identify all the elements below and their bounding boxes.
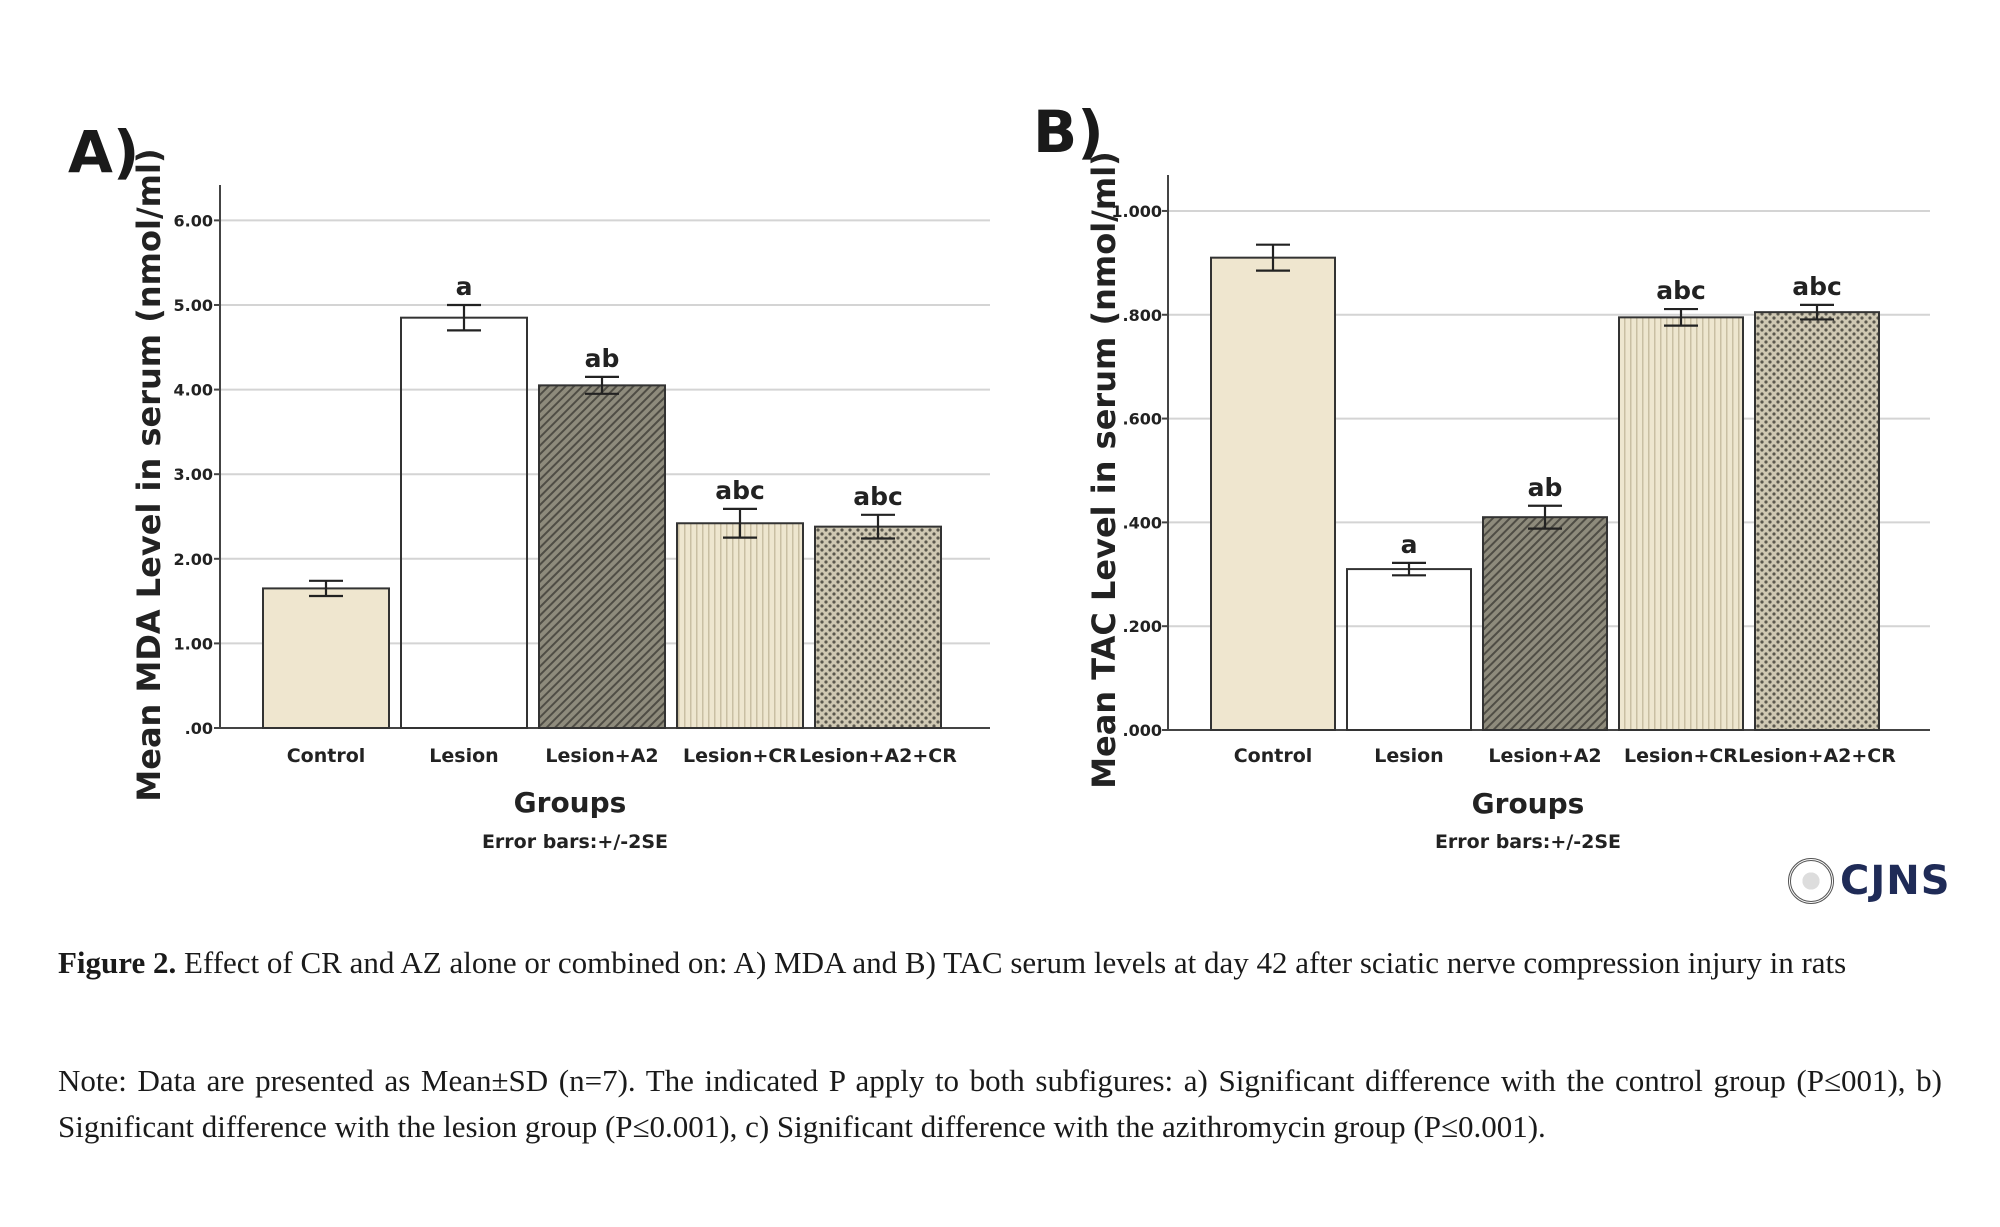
error-bar — [1528, 504, 1562, 530]
bar-lesion-a2 — [1482, 516, 1608, 732]
significance-label: abc — [715, 476, 765, 505]
bar-lesion — [1346, 568, 1472, 731]
journal-logo: CJNS — [1788, 858, 1951, 904]
y-tick-label: .200 — [1123, 617, 1162, 636]
y-tick-label: 6.00 — [174, 211, 213, 230]
bar-lesion-cr — [676, 522, 804, 729]
panel-label: B) — [1033, 98, 1104, 166]
error-bar — [1800, 303, 1834, 321]
x-tick-label: Control — [287, 745, 366, 767]
y-tick-label: 2.00 — [174, 550, 213, 569]
error-bar — [1664, 307, 1698, 327]
y-tick-label: 5.00 — [174, 296, 213, 315]
error-bar — [861, 513, 895, 540]
significance-label: abc — [853, 482, 903, 511]
y-tick-label: 4.00 — [174, 381, 213, 400]
x-tick-label: Lesion+A2+CR — [799, 745, 957, 767]
x-tick-label: Lesion — [429, 745, 498, 767]
significance-label: a — [456, 272, 473, 301]
y-tick-label: 1.000 — [1111, 202, 1162, 221]
bar-lesion-a2 — [538, 384, 666, 729]
y-tick-label: .00 — [185, 719, 213, 738]
bar-lesion-a2-cr — [814, 525, 942, 730]
error-bar — [447, 303, 481, 332]
significance-label: ab — [585, 344, 620, 373]
x-tick-label: Lesion+CR — [1624, 745, 1738, 767]
figure-note: Note: Data are presented as Mean±SD (n=7… — [58, 1063, 1942, 1144]
x-axis-label: Groups — [514, 786, 627, 819]
error-bar — [585, 375, 619, 395]
x-tick-label: Lesion+A2 — [1488, 745, 1601, 767]
y-tick-label: 1.00 — [174, 634, 213, 653]
error-bar-note: Error bars:+/-2SE — [482, 831, 668, 853]
x-axis-label: Groups — [1472, 787, 1585, 820]
x-tick-label: Lesion+CR — [683, 745, 797, 767]
figure-label: Figure 2. — [58, 945, 177, 980]
error-bar-note: Error bars:+/-2SE — [1435, 831, 1621, 853]
y-tick-label: .800 — [1123, 306, 1162, 325]
bar-lesion-cr — [1618, 316, 1744, 731]
significance-label: abc — [1792, 272, 1842, 301]
error-bar — [1392, 561, 1426, 577]
figure-text: Effect of CR and AZ alone or combined on… — [184, 945, 1847, 980]
y-axis-label: Mean TAC Level in serum (nmol/ml) — [1085, 151, 1123, 789]
x-tick-label: Control — [1234, 745, 1313, 767]
panel-label: A) — [68, 118, 139, 186]
seal-icon — [1788, 858, 1834, 904]
x-tick-label: Lesion — [1374, 745, 1443, 767]
y-tick-label: 3.00 — [174, 465, 213, 484]
x-tick-label: Lesion+A2 — [545, 745, 658, 767]
x-tick-label: Lesion+A2+CR — [1738, 745, 1896, 767]
chart-a: A) .00 1.00 2.00 3.00 4.00 5.00 6.00 Control a Le… — [68, 118, 990, 853]
y-tick-label: .400 — [1123, 513, 1162, 532]
y-axis-label: Mean MDA Level in serum (nmol/ml) — [130, 148, 168, 801]
error-bar — [1256, 243, 1290, 272]
bar-lesion-a2-cr — [1754, 311, 1880, 731]
bar-lesion — [400, 316, 528, 729]
significance-label: a — [1401, 530, 1418, 559]
error-bar — [309, 579, 343, 598]
y-tick-label: .600 — [1123, 410, 1162, 429]
figure-caption: Figure 2. Effect of CR and AZ alone or c… — [58, 940, 1942, 986]
chart-b: B) .000 .200 .400 .600 .800 1.000 Control a Lesi… — [1033, 98, 1930, 853]
bar-control — [1210, 256, 1336, 731]
logo-text: CJNS — [1840, 858, 1951, 904]
y-tick-label: .000 — [1123, 721, 1162, 740]
significance-label: ab — [1528, 473, 1563, 502]
error-bar — [723, 507, 757, 539]
bar-control — [262, 587, 390, 730]
significance-label: abc — [1656, 276, 1706, 305]
